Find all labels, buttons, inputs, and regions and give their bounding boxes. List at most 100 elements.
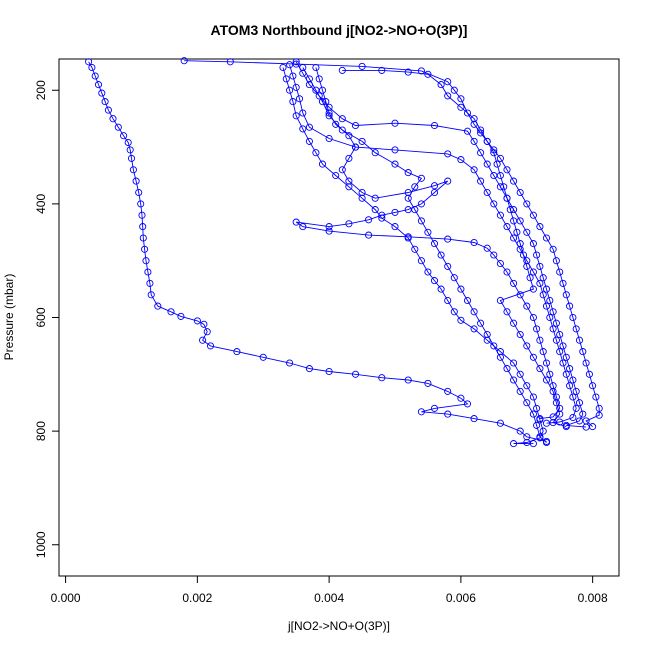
x-axis-label: j[NO2->NO+O(3P)]: [287, 619, 390, 633]
data-point: [569, 413, 577, 422]
data-point: [430, 404, 439, 412]
data-point: [539, 348, 547, 356]
data-point: [98, 89, 106, 97]
data-point: [226, 58, 234, 66]
data-point: [589, 382, 597, 390]
series-7: [299, 63, 551, 447]
data-point: [575, 417, 584, 425]
data-point: [144, 268, 152, 276]
data-point: [142, 257, 150, 265]
data-point: [424, 379, 432, 387]
x-tick-label: 0.002: [182, 591, 212, 605]
data-point: [536, 262, 544, 270]
data-point: [371, 206, 379, 214]
data-point: [585, 370, 593, 378]
series-3: [292, 58, 590, 431]
data-point: [137, 200, 145, 208]
data-point: [299, 223, 307, 231]
data-point: [404, 169, 412, 177]
data-point: [325, 367, 333, 376]
data-point: [523, 228, 531, 236]
data-point: [529, 240, 537, 248]
data-point: [457, 156, 465, 164]
data-point: [529, 440, 537, 448]
data-point: [523, 438, 531, 447]
data-point: [124, 138, 132, 147]
data-point: [552, 336, 560, 344]
data-point: [193, 317, 201, 325]
series-line: [342, 69, 567, 428]
data-point: [516, 387, 524, 395]
data-point: [562, 370, 570, 378]
data-point: [404, 234, 412, 242]
data-point: [139, 234, 147, 242]
data-point: [417, 257, 425, 265]
data-point: [411, 245, 419, 253]
data-point: [542, 302, 551, 310]
data-point: [513, 228, 521, 236]
x-axis: 0.000 0.002 0.004 0.006 0.008: [51, 575, 608, 605]
data-point: [279, 63, 287, 72]
data-point: [562, 423, 570, 431]
data-point: [510, 440, 518, 448]
data-point: [496, 353, 504, 361]
data-point: [542, 438, 551, 447]
data-point: [477, 126, 485, 134]
data-point: [519, 251, 528, 259]
data-point: [139, 223, 147, 231]
data-point: [536, 365, 544, 373]
data-point: [286, 86, 294, 94]
data-point: [351, 143, 360, 151]
data-point: [177, 312, 185, 320]
data-point: [450, 86, 458, 94]
data-point: [411, 183, 419, 191]
data-point: [523, 200, 531, 208]
data-point: [305, 137, 313, 145]
data-point: [292, 60, 300, 68]
data-point: [88, 63, 96, 72]
data-point: [523, 399, 531, 407]
data-point: [516, 370, 524, 378]
data-point: [503, 308, 511, 316]
data-point: [529, 353, 537, 361]
y-tick-label: 1000: [34, 531, 48, 558]
data-point: [575, 336, 584, 344]
series-6: [279, 63, 547, 448]
data-point: [289, 72, 297, 80]
data-point: [529, 211, 537, 219]
data-point: [546, 370, 554, 378]
data-point: [566, 302, 574, 310]
data-point: [444, 177, 452, 185]
data-point: [120, 132, 128, 140]
data-point: [351, 370, 360, 378]
data-point: [463, 127, 472, 135]
data-point: [167, 308, 175, 316]
data-point: [358, 137, 366, 145]
data-point: [533, 404, 541, 412]
data-point: [503, 166, 511, 174]
data-point: [424, 70, 432, 78]
data-point: [516, 330, 524, 339]
data-point: [542, 234, 551, 242]
data-point: [450, 274, 458, 282]
data-point: [516, 240, 524, 248]
data-point: [569, 376, 577, 384]
data-point: [109, 115, 117, 123]
data-point: [430, 188, 439, 197]
data-point: [391, 146, 399, 154]
data-point: [562, 353, 570, 361]
data-point: [312, 63, 320, 72]
data-point: [483, 137, 491, 145]
data-point: [569, 393, 577, 401]
data-point: [444, 92, 452, 100]
data-point: [338, 126, 346, 134]
series-5: [292, 63, 564, 423]
data-point: [146, 279, 154, 287]
data-point: [378, 66, 386, 74]
data-point: [523, 433, 531, 441]
data-point: [523, 302, 531, 310]
data-point: [299, 125, 307, 133]
data-point: [477, 319, 485, 327]
data-point: [503, 223, 511, 231]
